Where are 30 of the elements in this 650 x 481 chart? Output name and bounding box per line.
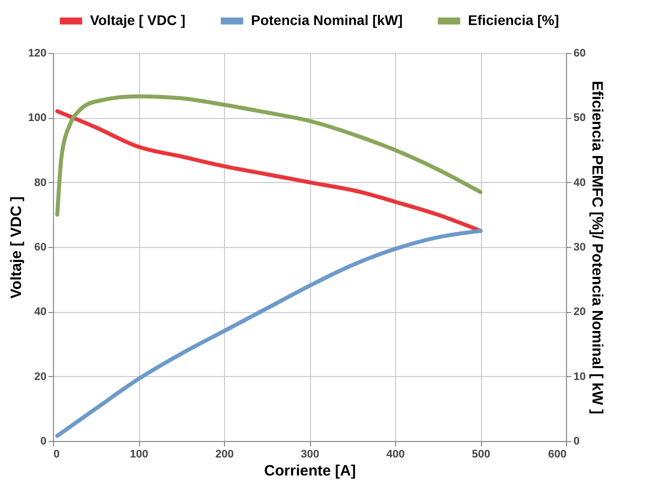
- y2-tick-label: 50: [574, 112, 586, 124]
- y-tick-label: 0: [40, 436, 46, 448]
- line-series: [55, 94, 482, 217]
- x-tick-label: 100: [130, 448, 148, 460]
- y2-tick-label: 60: [574, 48, 586, 60]
- line-series: [55, 228, 482, 438]
- y-tick-label: 80: [34, 176, 46, 189]
- x-tick-label: 500: [472, 448, 490, 460]
- legend-label: Eficiencia [%]: [468, 12, 560, 28]
- x-tick-label: 0: [54, 448, 60, 460]
- y2-tick-label: 0: [574, 436, 580, 448]
- x-axis-title: Corriente [A]: [264, 462, 356, 480]
- y2-tick-label: 20: [574, 306, 586, 318]
- x-tick-label: 600: [548, 448, 566, 460]
- x-tick-label: 300: [300, 448, 320, 460]
- x-tick-label: 400: [386, 448, 405, 460]
- y-tick-label: 120: [28, 48, 46, 60]
- legend-label: Potencia Nominal [kW]: [251, 12, 403, 28]
- x-tick-label: 200: [215, 448, 234, 460]
- y2-tick-label: 30: [574, 242, 586, 254]
- y-tick-label: 100: [28, 112, 46, 124]
- y2-axis-title: Eficiencia PEMFC [%]/ Potencia Nominal [ kW ]: [588, 80, 606, 414]
- line-series: [55, 109, 482, 233]
- y-tick-label: 60: [34, 242, 46, 254]
- y2-tick-label: 40: [574, 176, 586, 189]
- y-tick-label: 40: [34, 306, 46, 318]
- y-axis-title: Voltaje [ VDC ]: [8, 196, 26, 299]
- legend-label: Voltaje [ VDC ]: [90, 12, 186, 28]
- y-tick-label: 20: [34, 370, 46, 383]
- y2-tick-label: 10: [574, 370, 586, 383]
